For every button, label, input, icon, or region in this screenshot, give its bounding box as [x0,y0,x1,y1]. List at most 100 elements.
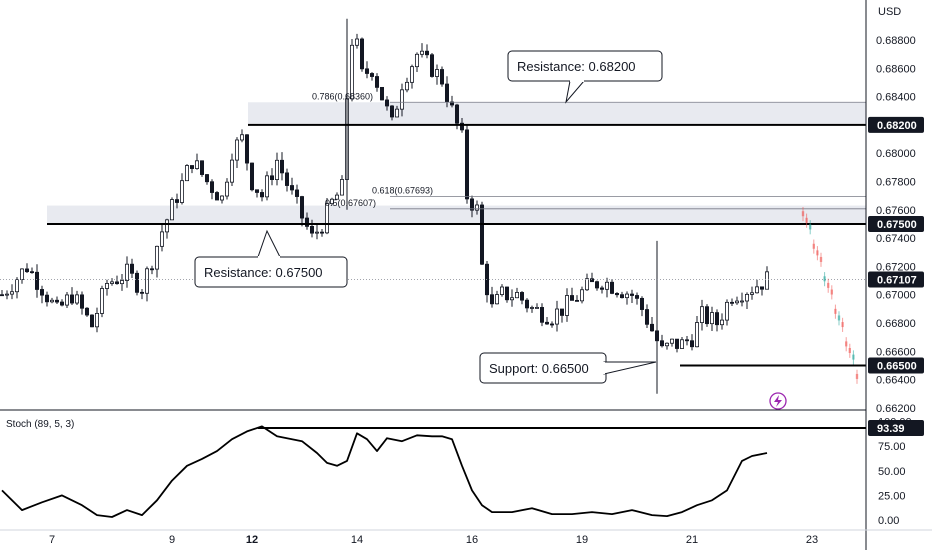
candle-body [625,293,630,299]
price-tick: 0.68000 [876,148,916,160]
candle-body [665,342,670,347]
candle-body [304,217,309,227]
price-axis[interactable]: USD 0.68800 0.68600 0.68400 0.68200 0.68000 0.… [876,6,916,527]
projection-body [823,276,826,282]
candle-body [234,139,239,161]
level-price-tag-bg [868,215,924,232]
candle-body [489,294,494,305]
projection-body [801,211,805,217]
indicator-level-tag-bg [868,420,924,437]
candle-body [730,301,735,304]
candle-body [90,314,95,328]
candle-body [670,338,675,344]
candle-body [464,129,469,200]
candle-body [249,162,254,191]
candle-body [444,83,449,103]
candle-body [690,340,695,348]
projection-body [845,341,848,347]
candle-body [700,306,705,323]
candle-body [199,160,204,175]
candle-body [339,179,344,196]
candle-body [374,76,379,88]
candle-body [439,69,444,85]
callout-box [507,50,663,82]
indicator-level-tag: 93.39 [877,423,905,435]
candle-body [414,53,419,68]
candle-body [399,89,404,110]
candle-body [389,105,394,118]
candle-body [184,165,189,182]
candle-body [319,231,324,234]
candle-body [95,313,100,328]
price-tick: 0.67600 [876,205,916,217]
candle-body [515,292,520,299]
candle-body [610,281,615,294]
candle-body [504,286,509,301]
level-price-tag-bg [868,116,924,133]
candle-body [149,268,154,271]
candle-body [274,159,279,180]
time-axis[interactable]: 7 9 12 14 16 19 21 23 [49,534,818,546]
candle-body [324,203,329,234]
candle-body [590,278,595,283]
candle-body [169,199,174,221]
candle-body [75,294,80,304]
candle-body [595,281,600,289]
candle-body [605,281,610,290]
candle-body [264,175,269,198]
last-price-tag: 0.67107 [877,275,917,287]
time-tick: 23 [806,534,818,546]
candle-body [404,81,409,91]
price-tags: 0.68200 0.67500 0.66500 0.67107 93.39 [868,116,924,437]
candle-body [650,323,655,332]
candle-body [100,288,105,314]
candle-body [0,294,4,297]
candle-body [530,307,535,309]
fibonacci-levels: 0.786(0.68360) 0.618(0.67693) 0.5(0.67607) [312,91,866,210]
projection-body [848,347,851,353]
candle-body [720,319,725,326]
candle-body [494,294,499,305]
candle-body [469,198,474,211]
candle-body [259,192,264,198]
price-tick: 0.67400 [876,233,916,245]
stoch-tick: 50.00 [878,466,906,478]
candle-body [5,293,10,296]
candle-body [429,54,434,77]
candle-body [359,38,364,70]
callout-text: Resistance: 0.68200 [517,59,636,74]
projection-body [852,354,855,360]
candle-body [65,294,70,306]
candle-body [214,192,219,201]
indicator-label: Stoch (89, 5, 3) [6,419,74,430]
candle-body [424,50,429,56]
candle-body [219,195,224,201]
candles [0,18,770,394]
candle-body [50,299,55,303]
candle-body [110,281,115,284]
fib-label: 0.5(0.67607) [325,198,376,208]
candle-body [479,204,484,265]
candle-body [289,185,294,191]
price-tick: 0.68400 [876,92,916,104]
candle-body [279,159,284,174]
candle-body [9,291,14,295]
level-price-tag: 0.66500 [877,360,917,372]
flash-icon[interactable] [769,392,787,410]
callout-pointer [257,229,281,258]
candle-body [570,295,575,301]
candle-body [640,297,645,310]
projection-body [816,250,819,256]
candle-body [660,340,665,347]
projection-body [827,282,830,288]
candle-body [85,307,90,316]
candle-body [509,297,514,301]
candle-body [254,189,259,193]
stoch-tick: 75.00 [878,441,906,453]
candle-body [269,175,274,180]
candle-body [204,174,209,183]
candle-body [70,294,75,304]
candle-body [179,180,184,203]
